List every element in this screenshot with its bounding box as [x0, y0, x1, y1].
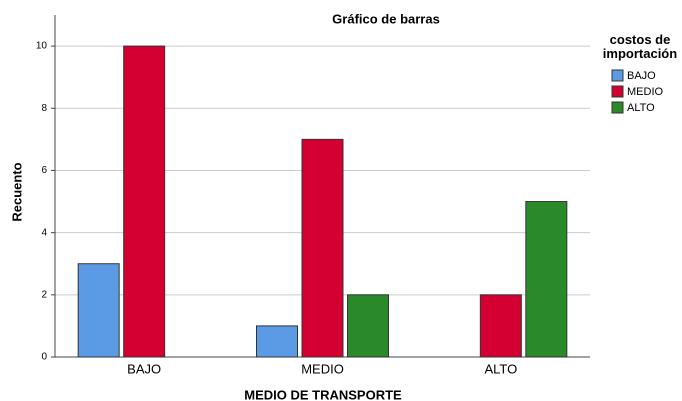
legend-label: BAJO [627, 70, 656, 82]
bar [301, 138, 344, 358]
x-tick-label: MEDIO [301, 361, 344, 376]
legend-label: MEDIO [627, 86, 664, 98]
y-tick-label: 0 [41, 352, 47, 363]
x-axis-label: MEDIO DE TRANSPORTE [244, 387, 402, 401]
y-tick-label: 10 [36, 41, 48, 52]
legend-swatch [611, 69, 624, 82]
legend-swatch [611, 85, 624, 98]
y-tick-label: 8 [41, 103, 47, 114]
bar [347, 294, 389, 358]
legend-swatch [611, 101, 624, 114]
legend-title: costos de importación [602, 32, 678, 61]
bar [123, 45, 166, 358]
bar [525, 201, 568, 358]
bar [479, 294, 522, 358]
y-tick-label: 2 [41, 289, 47, 300]
y-tick-label: 6 [41, 165, 47, 176]
chart-title: Gráfico de barras [332, 11, 440, 26]
x-tick-label: ALTO [484, 361, 517, 376]
y-tick-label: 4 [41, 227, 47, 238]
x-tick-label: BAJO [127, 361, 161, 376]
bar [77, 263, 120, 358]
legend-label: ALTO [627, 102, 655, 114]
y-axis-label: Recuento [9, 162, 24, 221]
bar [256, 325, 298, 358]
